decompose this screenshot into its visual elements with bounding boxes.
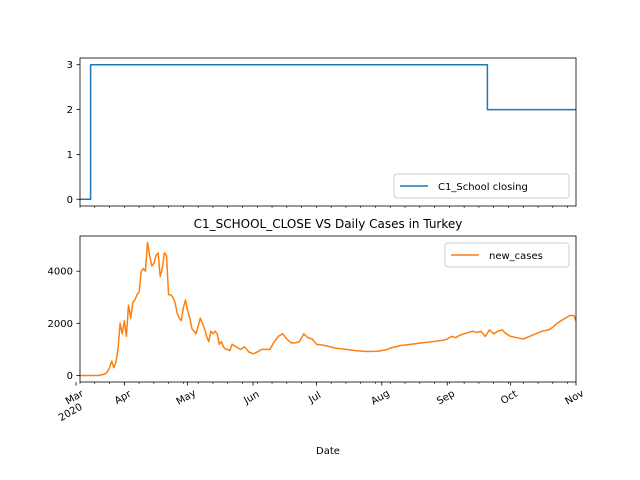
bottom-legend: new_cases xyxy=(444,242,570,268)
bottom-plot-frame xyxy=(79,235,577,383)
top-legend-box xyxy=(393,173,570,199)
top-legend-label: C1_School closing xyxy=(438,182,528,193)
top-y-tick-label: 2 xyxy=(67,105,73,116)
bottom-legend-label: new_cases xyxy=(489,251,543,262)
top-series-lines xyxy=(80,63,576,201)
x-axis-title: Date xyxy=(316,446,340,457)
bottom-series-lines xyxy=(80,241,577,377)
top-x-axis-minor-ticks xyxy=(79,206,568,208)
top-series-line-0 xyxy=(80,63,576,201)
top-subplot: 0 1 2 3 C1_School closing xyxy=(67,57,577,208)
bottom-y-tick-label: 0 xyxy=(67,371,73,382)
bottom-y-tick-label: 4000 xyxy=(48,267,73,278)
bottom-series-line-0 xyxy=(80,241,577,377)
bottom-y-tick-label: 2000 xyxy=(48,319,73,330)
top-legend: C1_School closing xyxy=(393,173,570,199)
chart-title: C1_SCHOOL_CLOSE VS Daily Cases in Turkey xyxy=(194,217,463,231)
top-plot-frame xyxy=(79,57,577,207)
top-y-tick-label: 1 xyxy=(67,150,73,161)
bottom-y-axis: 0 2000 4000 xyxy=(48,267,80,382)
top-y-axis: 0 1 2 3 xyxy=(67,60,80,206)
top-y-tick-label: 0 xyxy=(67,195,73,206)
bottom-legend-box xyxy=(444,242,570,268)
top-y-tick-label: 3 xyxy=(67,60,73,71)
